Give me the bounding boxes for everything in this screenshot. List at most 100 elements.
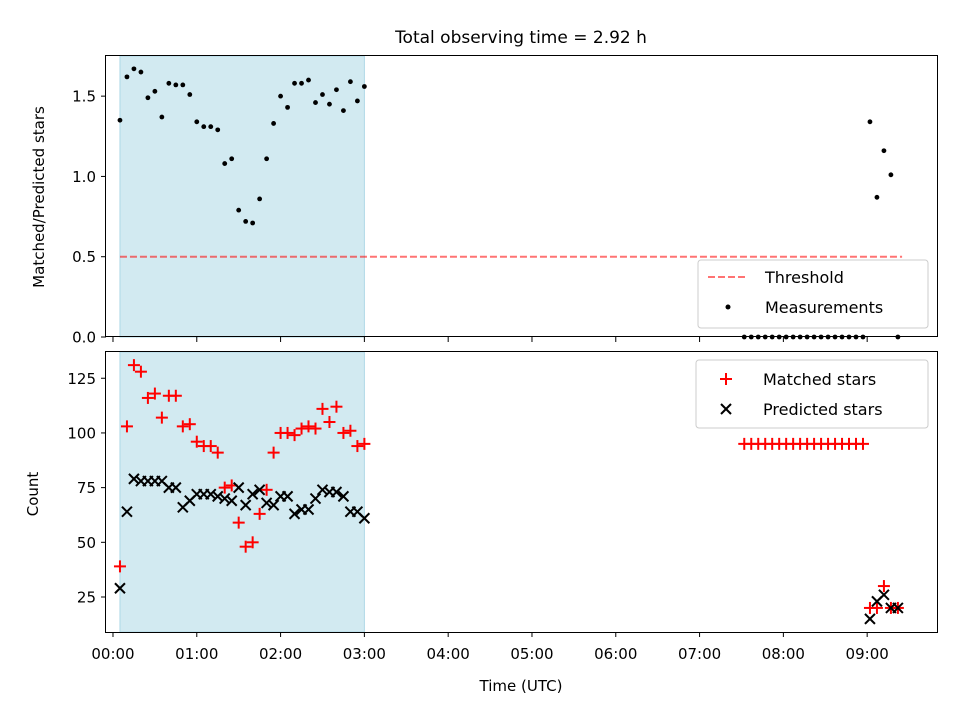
matched-stars-point — [113, 560, 126, 573]
predicted-stars-point — [219, 492, 231, 505]
measurement-point — [145, 95, 151, 101]
measurement-point — [138, 69, 144, 75]
x-tick-label: 08:00 — [762, 645, 805, 663]
predicted-stars-point — [358, 512, 371, 524]
measurement-point — [124, 74, 130, 80]
predicted-stars-point — [232, 481, 245, 494]
measurement-point — [354, 98, 360, 104]
x-tick-label: 00:00 — [91, 645, 134, 663]
matched-stars-point — [246, 536, 259, 549]
predicted-stars-point — [239, 499, 252, 511]
x-tick-label: 07:00 — [678, 645, 721, 663]
predicted-stars-point — [114, 582, 126, 594]
predicted-stars-point — [205, 488, 217, 500]
matched-stars-point — [288, 429, 301, 442]
top-legend-box — [697, 259, 929, 329]
matched-stars-point — [856, 437, 869, 450]
measurement-point — [117, 117, 123, 123]
matched-stars-point — [169, 389, 182, 402]
x-tick-label: 02:00 — [259, 645, 302, 663]
matched-stars-point — [344, 424, 357, 437]
matched-stars-point — [281, 426, 294, 439]
matched-stars-point — [877, 580, 890, 593]
matched-stars-point — [211, 446, 224, 459]
bottom-legend-box — [695, 359, 929, 429]
measurement-point — [867, 119, 873, 125]
observing-window-span — [119, 55, 365, 338]
predicted-stars-point — [253, 484, 266, 496]
predicted-stars-point — [309, 492, 322, 505]
predicted-stars-point — [246, 488, 259, 500]
matched-stars-point — [183, 418, 196, 431]
predicted-stars-point — [128, 473, 140, 485]
matched-stars-point — [870, 601, 883, 614]
measurement-point — [341, 108, 346, 113]
top-y-tick-label: 0.0 — [72, 329, 96, 347]
matched-stars-point — [260, 483, 273, 496]
matched-stars-point — [351, 440, 364, 453]
matched-stars-point — [232, 516, 245, 529]
matched-stars-point — [218, 481, 231, 494]
measurement-point — [236, 207, 242, 213]
measurement-point — [306, 77, 311, 83]
matched-stars-point — [337, 426, 350, 439]
predicted-stars-point — [267, 499, 280, 511]
measurement-point — [334, 87, 339, 93]
x-tick-label: 01:00 — [175, 645, 218, 663]
measurement-point — [159, 114, 165, 120]
measurement-point — [361, 84, 367, 89]
matched-stars-point — [267, 446, 280, 459]
measurement-point — [215, 127, 221, 133]
predicted-stars-point — [337, 490, 350, 503]
matched-stars-point — [295, 422, 308, 435]
measurement-point — [229, 156, 235, 162]
measurement-point — [180, 82, 186, 88]
top-y-tick-label: 0.5 — [72, 248, 96, 266]
measurement-point — [348, 79, 353, 85]
predicted-stars-point — [281, 490, 294, 503]
bottom-y-tick-label: 125 — [67, 370, 96, 388]
x-tick-label: 05:00 — [510, 645, 553, 663]
legend-matched-swatch — [720, 373, 732, 385]
measurement-point — [243, 218, 249, 224]
bottom-panel-frame — [105, 351, 938, 633]
predicted-stars-point — [225, 495, 238, 507]
matched-stars-point — [155, 411, 168, 424]
bottom-y-tick-label: 75 — [77, 479, 96, 497]
measurement-point — [152, 88, 158, 94]
measurement-point — [250, 220, 256, 226]
measurement-point — [327, 101, 332, 107]
bottom-y-axis-label: Count — [24, 472, 42, 517]
x-tick-label: 03:00 — [343, 645, 386, 663]
x-tick-label: 04:00 — [427, 645, 470, 663]
measurement-point — [222, 161, 228, 166]
legend-measurements-swatch — [725, 304, 731, 310]
measurement-point — [881, 148, 887, 154]
predicted-stars-point — [170, 481, 182, 494]
matched-stars-point — [204, 440, 217, 453]
matched-stars-point — [134, 365, 147, 378]
top-y-tick-label: 1.5 — [72, 88, 96, 106]
top-panel-frame — [105, 55, 938, 337]
bottom-legend: Matched stars Predicted stars — [695, 359, 929, 429]
measurement-point — [208, 124, 214, 130]
x-axis-label: Time (UTC) — [479, 677, 563, 695]
bottom-panel: 25 50 75 100 125 00:00 01:00 02:00 03:00 04:00 05… — [24, 351, 938, 695]
matched-stars-point — [323, 416, 336, 428]
predicted-stars-point — [260, 497, 273, 509]
legend-threshold-label: Threshold — [764, 268, 844, 287]
measurement-point — [131, 66, 137, 72]
matched-stars-point — [120, 420, 133, 433]
measurement-point — [201, 124, 207, 130]
matched-stars-point — [141, 391, 154, 404]
legend-matched-label: Matched stars — [763, 370, 876, 389]
predicted-stars-point — [864, 613, 876, 625]
matched-stars-point — [302, 420, 315, 433]
bottom-y-tick-label: 25 — [77, 589, 96, 607]
x-tick-label: 06:00 — [594, 645, 637, 663]
matched-stars-point — [330, 400, 343, 413]
measurement-point — [264, 156, 270, 162]
measurement-point — [292, 80, 297, 86]
predicted-stars-point — [892, 602, 904, 614]
